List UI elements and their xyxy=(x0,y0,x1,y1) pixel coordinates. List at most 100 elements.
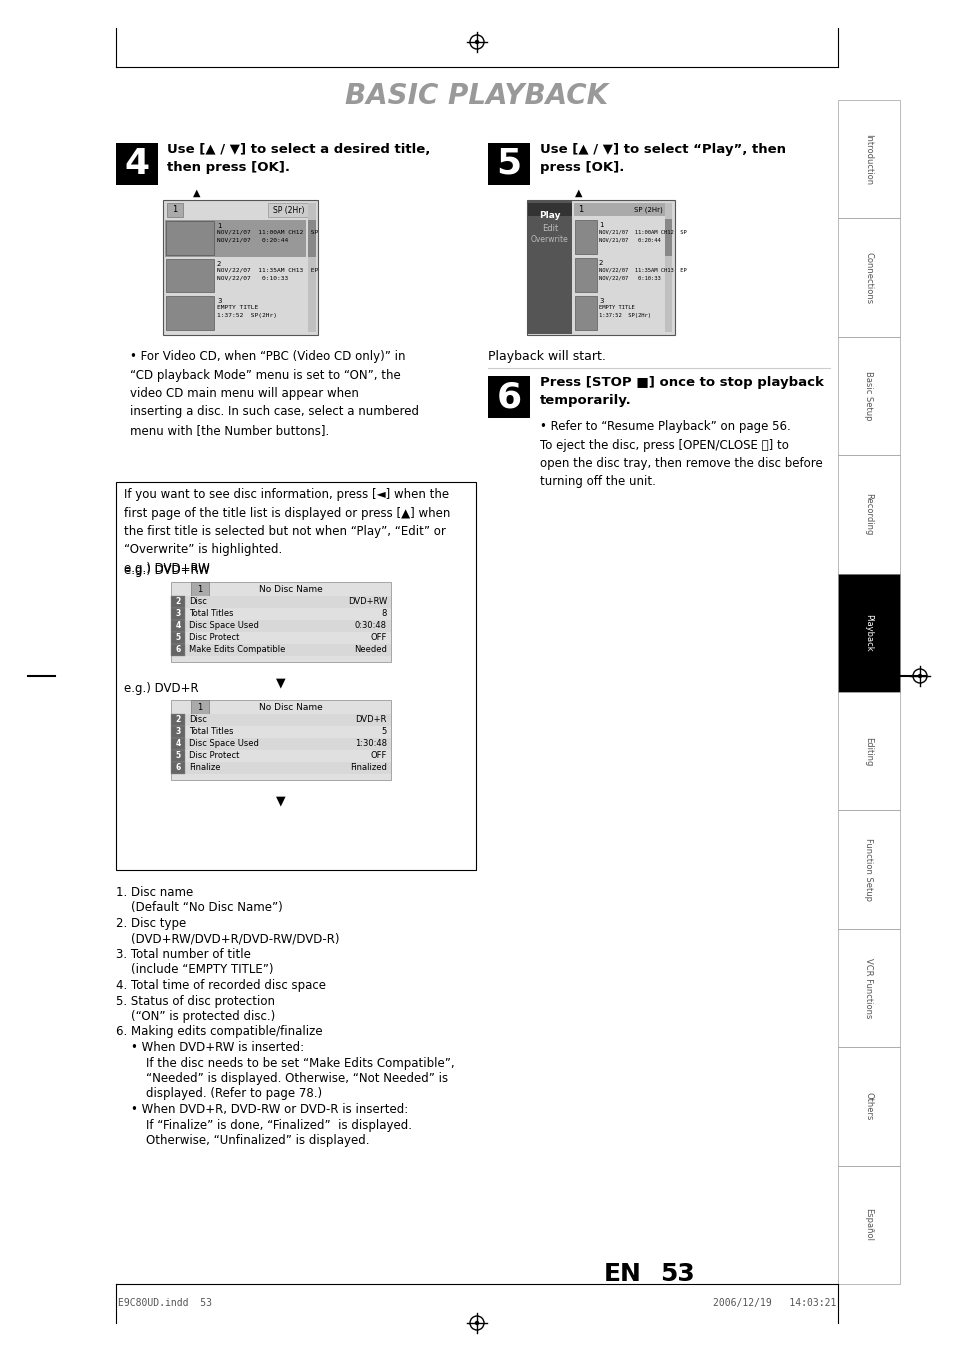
Bar xyxy=(171,738,391,750)
Text: 53: 53 xyxy=(659,1262,694,1286)
Text: No Disc Name: No Disc Name xyxy=(259,703,322,712)
Bar xyxy=(166,258,213,292)
Text: Basic Setup: Basic Setup xyxy=(863,372,873,420)
Bar xyxy=(171,644,391,657)
Text: EMPTY TITLE: EMPTY TITLE xyxy=(598,305,634,309)
Text: 1:30:48: 1:30:48 xyxy=(355,739,387,748)
Text: e.g.) DVD+R: e.g.) DVD+R xyxy=(124,682,198,694)
Text: Overwrite: Overwrite xyxy=(531,235,568,245)
Text: Disc Protect: Disc Protect xyxy=(189,634,239,643)
Text: 2: 2 xyxy=(175,716,180,724)
Text: 5: 5 xyxy=(175,751,180,761)
Bar xyxy=(837,455,899,574)
Bar xyxy=(171,608,391,620)
Text: Español: Español xyxy=(863,1208,873,1242)
Bar xyxy=(171,725,391,738)
Text: 1: 1 xyxy=(197,703,202,712)
Text: Editing: Editing xyxy=(863,736,873,766)
Text: Play: Play xyxy=(538,211,560,220)
Text: DVD+R: DVD+R xyxy=(355,716,387,724)
Bar xyxy=(664,219,671,255)
Bar xyxy=(167,203,183,218)
Text: Finalize: Finalize xyxy=(189,763,220,773)
Bar xyxy=(171,713,185,725)
Text: If the disc needs to be set “Make Edits Compatible”,: If the disc needs to be set “Make Edits … xyxy=(116,1056,455,1070)
Text: e.g.) DVD+RW: e.g.) DVD+RW xyxy=(124,563,210,577)
Text: 2: 2 xyxy=(175,597,180,607)
Circle shape xyxy=(918,674,921,677)
Bar xyxy=(171,750,391,762)
Text: Others: Others xyxy=(863,1092,873,1120)
Bar xyxy=(837,928,899,1047)
Text: 5: 5 xyxy=(175,634,180,643)
Text: If “Finalize” is done, “Finalized”  is displayed.: If “Finalize” is done, “Finalized” is di… xyxy=(116,1119,412,1132)
Text: Total Titles: Total Titles xyxy=(189,727,233,736)
Text: 1: 1 xyxy=(578,205,582,213)
Text: Total Titles: Total Titles xyxy=(189,609,233,619)
Text: 6: 6 xyxy=(496,380,521,413)
Text: (Default “No Disc Name”): (Default “No Disc Name”) xyxy=(116,901,282,915)
Text: 3. Total number of title: 3. Total number of title xyxy=(116,948,251,961)
Bar xyxy=(171,608,185,620)
Text: NOV/22/07   0:10:33: NOV/22/07 0:10:33 xyxy=(216,276,288,281)
Text: 5. Status of disc protection: 5. Status of disc protection xyxy=(116,994,274,1008)
Bar xyxy=(171,700,391,780)
Bar xyxy=(268,203,310,218)
Text: Otherwise, “Unfinalized” is displayed.: Otherwise, “Unfinalized” is displayed. xyxy=(116,1133,369,1147)
Text: 1:37:52  SP(2Hr): 1:37:52 SP(2Hr) xyxy=(216,313,276,319)
Bar xyxy=(527,201,572,334)
Bar xyxy=(664,203,671,332)
Bar xyxy=(171,582,391,662)
Bar xyxy=(191,582,209,596)
Bar xyxy=(171,632,185,644)
Text: “Needed” is displayed. Otherwise, “Not Needed” is: “Needed” is displayed. Otherwise, “Not N… xyxy=(116,1071,448,1085)
Bar xyxy=(837,1166,899,1283)
Bar xyxy=(574,203,665,216)
Text: E9C80UD.indd  53: E9C80UD.indd 53 xyxy=(118,1298,212,1308)
Bar xyxy=(171,738,185,750)
Text: 2006/12/19   14:03:21: 2006/12/19 14:03:21 xyxy=(712,1298,835,1308)
Text: • When DVD+R, DVD-RW or DVD-R is inserted:: • When DVD+R, DVD-RW or DVD-R is inserte… xyxy=(116,1102,408,1116)
Text: • Refer to “Resume Playback” on page 56.
To eject the disc, press [OPEN/CLOSE ⏶]: • Refer to “Resume Playback” on page 56.… xyxy=(539,420,821,489)
Bar xyxy=(171,713,391,725)
Text: Disc Space Used: Disc Space Used xyxy=(189,739,258,748)
Bar xyxy=(165,220,306,257)
Bar xyxy=(171,620,391,632)
Text: ▼: ▼ xyxy=(276,794,286,807)
Bar xyxy=(488,376,530,417)
Bar xyxy=(171,596,185,608)
Text: 1:37:52  SP(2Hr): 1:37:52 SP(2Hr) xyxy=(598,313,650,317)
Text: 4: 4 xyxy=(175,739,180,748)
Bar xyxy=(526,200,675,335)
Bar xyxy=(837,692,899,811)
Bar xyxy=(166,296,213,330)
Text: 1. Disc name: 1. Disc name xyxy=(116,886,193,898)
Text: 3: 3 xyxy=(175,609,180,619)
Text: 1: 1 xyxy=(172,205,177,215)
Bar xyxy=(171,750,185,762)
Text: SP (2Hr): SP (2Hr) xyxy=(634,207,662,212)
Text: 6: 6 xyxy=(175,763,180,773)
Text: (“ON” is protected disc.): (“ON” is protected disc.) xyxy=(116,1011,275,1023)
Bar xyxy=(166,222,213,255)
Text: 4: 4 xyxy=(175,621,180,631)
Text: 6: 6 xyxy=(175,646,180,654)
Text: NOV/22/07  11:35AM CH13  EP: NOV/22/07 11:35AM CH13 EP xyxy=(598,267,686,272)
Text: displayed. (Refer to page 78.): displayed. (Refer to page 78.) xyxy=(116,1088,322,1101)
Text: VCR Functions: VCR Functions xyxy=(863,958,873,1019)
Bar xyxy=(171,620,185,632)
Text: Disc: Disc xyxy=(189,716,207,724)
Text: Finalized: Finalized xyxy=(350,763,387,773)
Text: Make Edits Compatible: Make Edits Compatible xyxy=(189,646,285,654)
Text: 8: 8 xyxy=(381,609,387,619)
Text: 1: 1 xyxy=(216,223,221,230)
Text: 5: 5 xyxy=(381,727,387,736)
Text: EN: EN xyxy=(603,1262,641,1286)
Text: BASIC PLAYBACK: BASIC PLAYBACK xyxy=(345,82,608,109)
Text: NOV/22/07  11:35AM CH13  EP: NOV/22/07 11:35AM CH13 EP xyxy=(216,267,318,273)
Bar xyxy=(308,220,315,257)
Text: Disc: Disc xyxy=(189,597,207,607)
Text: Connections: Connections xyxy=(863,251,873,304)
Bar xyxy=(837,100,899,219)
Text: 2: 2 xyxy=(598,259,602,266)
